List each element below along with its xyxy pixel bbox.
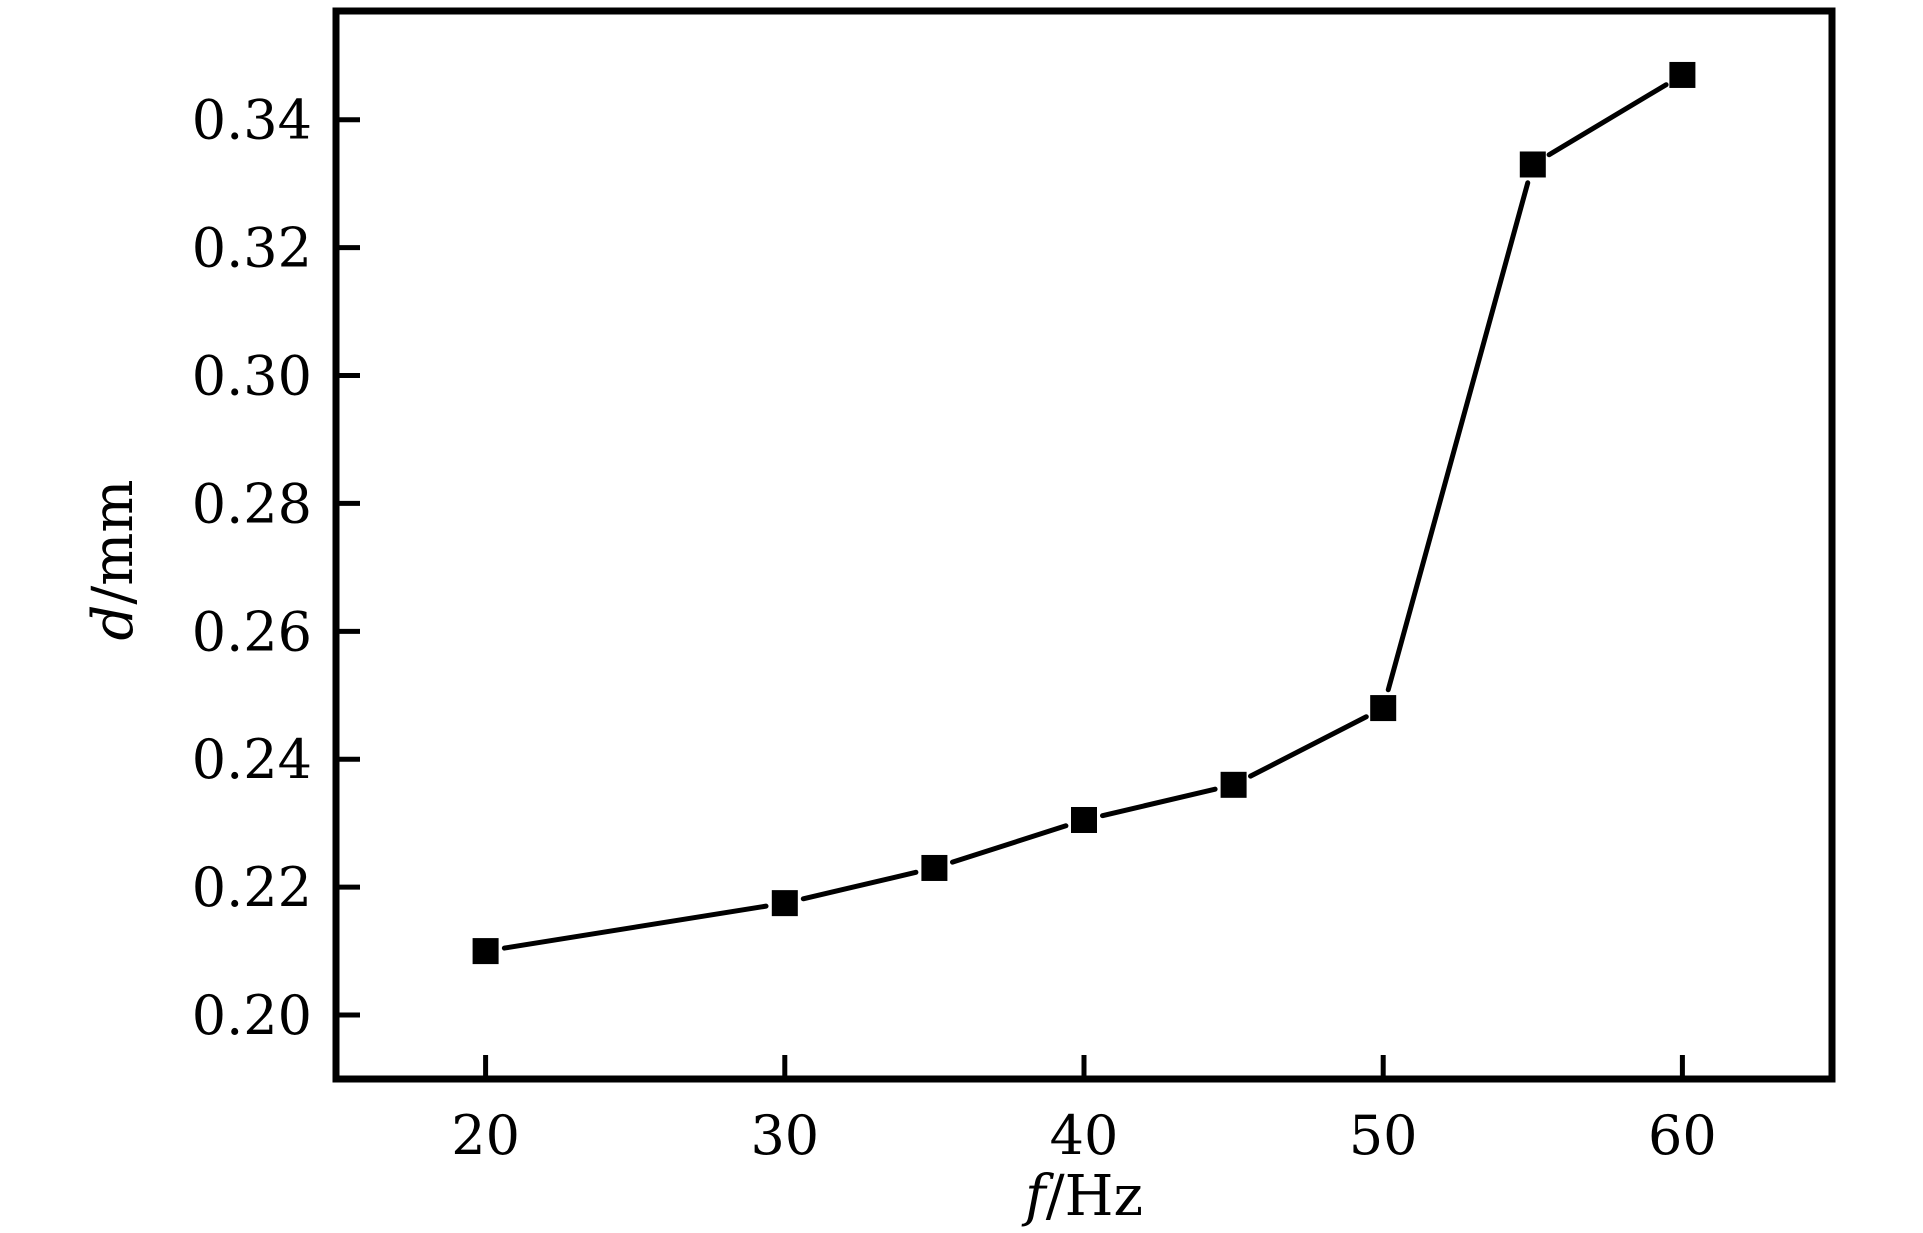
y-tick-label: 0.28 [192, 472, 312, 535]
y-axis-variable: d [81, 605, 146, 641]
data-point-marker [1519, 151, 1546, 178]
y-tick-label: 0.26 [192, 600, 312, 663]
data-point-marker [1220, 771, 1247, 798]
x-tick-label: 60 [1648, 1104, 1717, 1167]
x-axis-unit: /Hz [1046, 1164, 1143, 1228]
y-axis-ticks: 0.20 0.22 0.24 0.26 0.28 0.30 0.32 0.34 [192, 89, 360, 1047]
x-tick-label: 20 [451, 1104, 520, 1167]
series-line-segment [501, 903, 769, 951]
y-tick-label: 0.22 [192, 856, 312, 919]
data-point-marker [771, 890, 798, 917]
data-point-marker [1370, 695, 1397, 722]
data-point-marker [921, 854, 948, 881]
data-point-marker [1669, 61, 1696, 88]
series-line-segment [949, 823, 1069, 865]
data-point-marker [472, 938, 499, 965]
series-layer [472, 61, 1696, 965]
x-tick-label: 50 [1349, 1104, 1418, 1167]
data-point-marker [1071, 806, 1097, 833]
x-tick-label: 30 [750, 1104, 819, 1167]
x-axis-ticks: 20 30 40 50 60 [451, 1055, 1717, 1167]
series-line-segment [800, 869, 919, 902]
y-tick-label: 0.32 [192, 217, 312, 280]
plot-frame [332, 7, 1836, 1083]
series-line-segment [1248, 714, 1369, 779]
series-line-segment [1385, 180, 1531, 693]
series-line-segment [1099, 786, 1218, 819]
y-tick-label: 0.30 [192, 345, 312, 408]
y-axis-unit: /mm [81, 480, 146, 605]
x-axis-label: f/Hz [1021, 1164, 1143, 1228]
series-line-segment [1546, 82, 1669, 158]
x-tick-label: 40 [1050, 1104, 1119, 1167]
y-tick-label: 0.34 [192, 89, 312, 152]
y-tick-label: 0.24 [192, 728, 312, 791]
y-axis-label: d/mm [81, 480, 146, 641]
y-tick-label: 0.20 [192, 984, 312, 1047]
